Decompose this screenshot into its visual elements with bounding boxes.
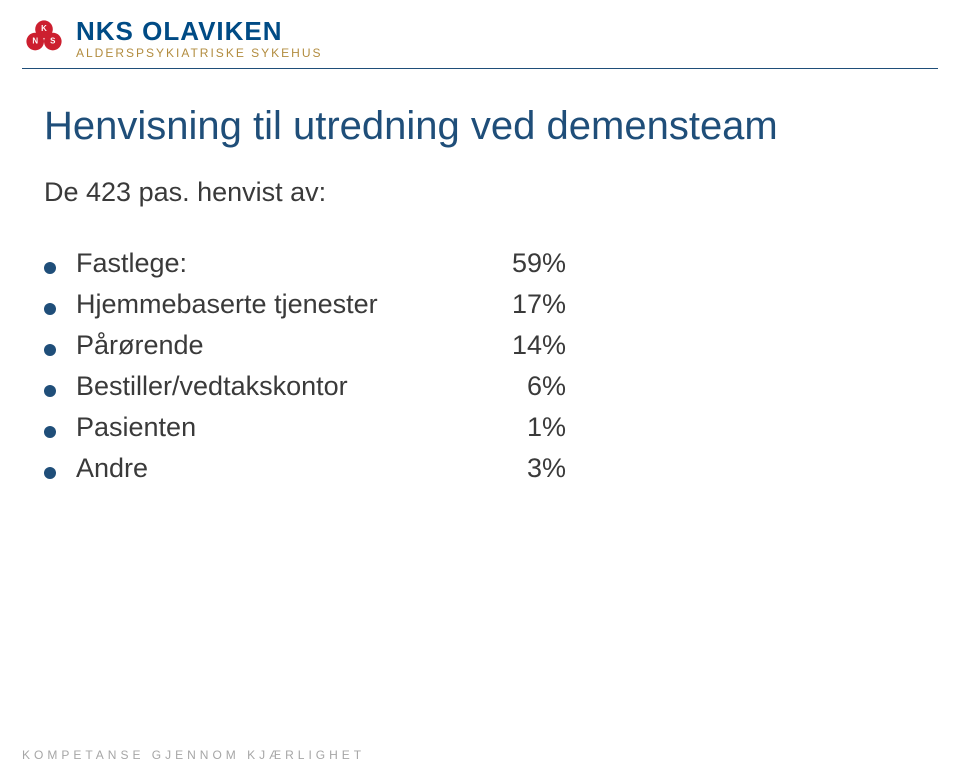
item-value: 1% xyxy=(476,412,566,443)
item-label: Pårørende xyxy=(76,330,476,361)
bullet-icon xyxy=(44,467,56,479)
list-item: Andre 3% xyxy=(44,453,916,484)
footer-text: KOMPETANSE GJENNOM KJÆRLIGHET xyxy=(22,748,365,762)
bullet-list: Fastlege: 59% Hjemmebaserte tjenester 17… xyxy=(44,248,916,484)
list-item: Bestiller/vedtakskontor 6% xyxy=(44,371,916,402)
svg-text:K: K xyxy=(41,24,47,33)
bullet-icon xyxy=(44,385,56,397)
list-item: Pasienten 1% xyxy=(44,412,916,443)
content: Henvisning til utredning ved demensteam … xyxy=(44,104,916,494)
header: K N S NKS OLAVIKEN ALDERSPSYKIATRISKE SY… xyxy=(22,16,323,60)
clover-logo-icon: K N S xyxy=(22,16,66,60)
bullet-icon xyxy=(44,426,56,438)
item-value: 6% xyxy=(476,371,566,402)
list-item: Hjemmebaserte tjenester 17% xyxy=(44,289,916,320)
bullet-icon xyxy=(44,344,56,356)
page-title: Henvisning til utredning ved demensteam xyxy=(44,104,916,149)
list-item: Pårørende 14% xyxy=(44,330,916,361)
svg-text:S: S xyxy=(50,36,55,45)
item-label: Fastlege: xyxy=(76,248,476,279)
brand-main: NKS OLAVIKEN xyxy=(76,18,323,44)
item-value: 3% xyxy=(476,453,566,484)
bullet-icon xyxy=(44,262,56,274)
item-value: 59% xyxy=(476,248,566,279)
item-label: Bestiller/vedtakskontor xyxy=(76,371,476,402)
item-value: 14% xyxy=(476,330,566,361)
brand-sub: ALDERSPSYKIATRISKE SYKEHUS xyxy=(76,47,323,59)
item-label: Andre xyxy=(76,453,476,484)
list-item: Fastlege: 59% xyxy=(44,248,916,279)
item-label: Hjemmebaserte tjenester xyxy=(76,289,476,320)
intro-text: De 423 pas. henvist av: xyxy=(44,177,916,208)
svg-text:N: N xyxy=(32,36,38,45)
item-label: Pasienten xyxy=(76,412,476,443)
brand-text: NKS OLAVIKEN ALDERSPSYKIATRISKE SYKEHUS xyxy=(76,18,323,59)
header-divider xyxy=(22,68,938,69)
item-value: 17% xyxy=(476,289,566,320)
bullet-icon xyxy=(44,303,56,315)
